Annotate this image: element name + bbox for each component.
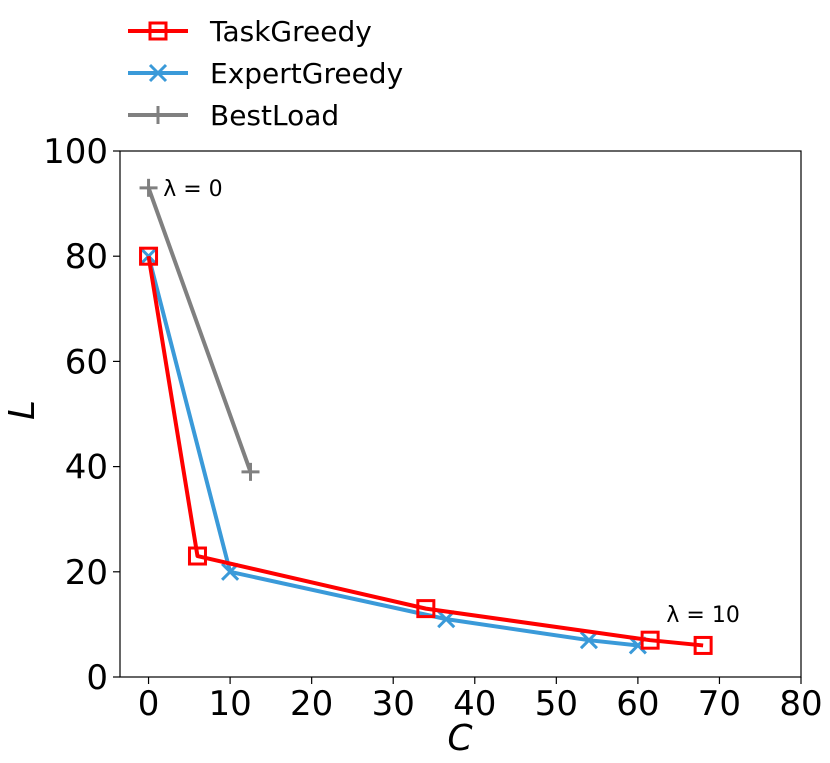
series-layer	[139, 178, 713, 655]
x-axis-title: C	[447, 718, 473, 759]
series-bestload	[139, 178, 260, 481]
x-tick-label: 10	[208, 684, 251, 724]
y-axis-title: L	[2, 400, 43, 420]
x-tick-label: 40	[453, 684, 496, 724]
data-point-taskgreedy	[693, 635, 713, 655]
x-tick-label: 0	[138, 684, 160, 724]
annotation-layer: λ = 0 λ = 10	[163, 177, 740, 628]
legend-entry-expertgreedy: ExpertGreedy	[128, 57, 403, 90]
legend-label: TaskGreedy	[209, 15, 372, 48]
y-tick-label: 0	[86, 658, 108, 698]
x-tick-label: 20	[290, 684, 333, 724]
x-tick-label: 80	[779, 684, 822, 724]
data-point-expertgreedy-stroke-b	[579, 631, 599, 650]
y-tick-label: 100	[43, 132, 108, 172]
legend-swatch-marker-stroke-b	[148, 63, 168, 83]
data-point-bestload	[241, 462, 260, 481]
data-point-taskgreedy	[187, 546, 207, 566]
legend: TaskGreedy ExpertGreedy BestLoad	[128, 15, 403, 132]
annotation-label: λ = 0	[163, 177, 222, 202]
data-point-expertgreedy-stroke-b	[139, 247, 158, 266]
data-point-taskgreedy	[416, 599, 436, 619]
plot-frame	[119, 150, 802, 678]
data-point-expertgreedy	[579, 631, 599, 650]
legend-entry-bestload: BestLoad	[128, 99, 339, 132]
data-point-bestload	[139, 178, 158, 197]
ticks-layer: 0 10 20 30 40 50 60 70 80 0 20 40 60 80 100	[43, 132, 823, 724]
data-point-taskgreedy	[139, 246, 159, 266]
y-tick-label: 20	[65, 553, 108, 593]
legend-entry-taskgreedy: TaskGreedy	[128, 15, 372, 48]
legend-label: BestLoad	[210, 99, 339, 132]
series-line-bestload	[146, 187, 253, 473]
y-tick-label: 40	[65, 448, 108, 488]
x-tick-label: 30	[372, 684, 415, 724]
series-expertgreedy	[139, 247, 647, 655]
legend-label: ExpertGreedy	[210, 57, 403, 90]
x-tick-label: 70	[698, 684, 741, 724]
legend-swatch-marker	[149, 106, 167, 124]
x-tick-label: 60	[616, 684, 659, 724]
legend-swatch-marker	[148, 21, 168, 41]
series-line-taskgreedy	[146, 255, 704, 648]
data-point-taskgreedy	[640, 630, 660, 650]
annotation-label: λ = 10	[666, 603, 739, 628]
y-tick-label: 80	[65, 237, 108, 277]
x-tick-label: 50	[535, 684, 578, 724]
series-line-expertgreedy	[146, 255, 639, 648]
y-tick-label: 60	[65, 342, 108, 382]
data-point-expertgreedy	[139, 247, 158, 266]
legend-swatch-marker	[148, 63, 168, 83]
series-taskgreedy	[139, 246, 713, 655]
